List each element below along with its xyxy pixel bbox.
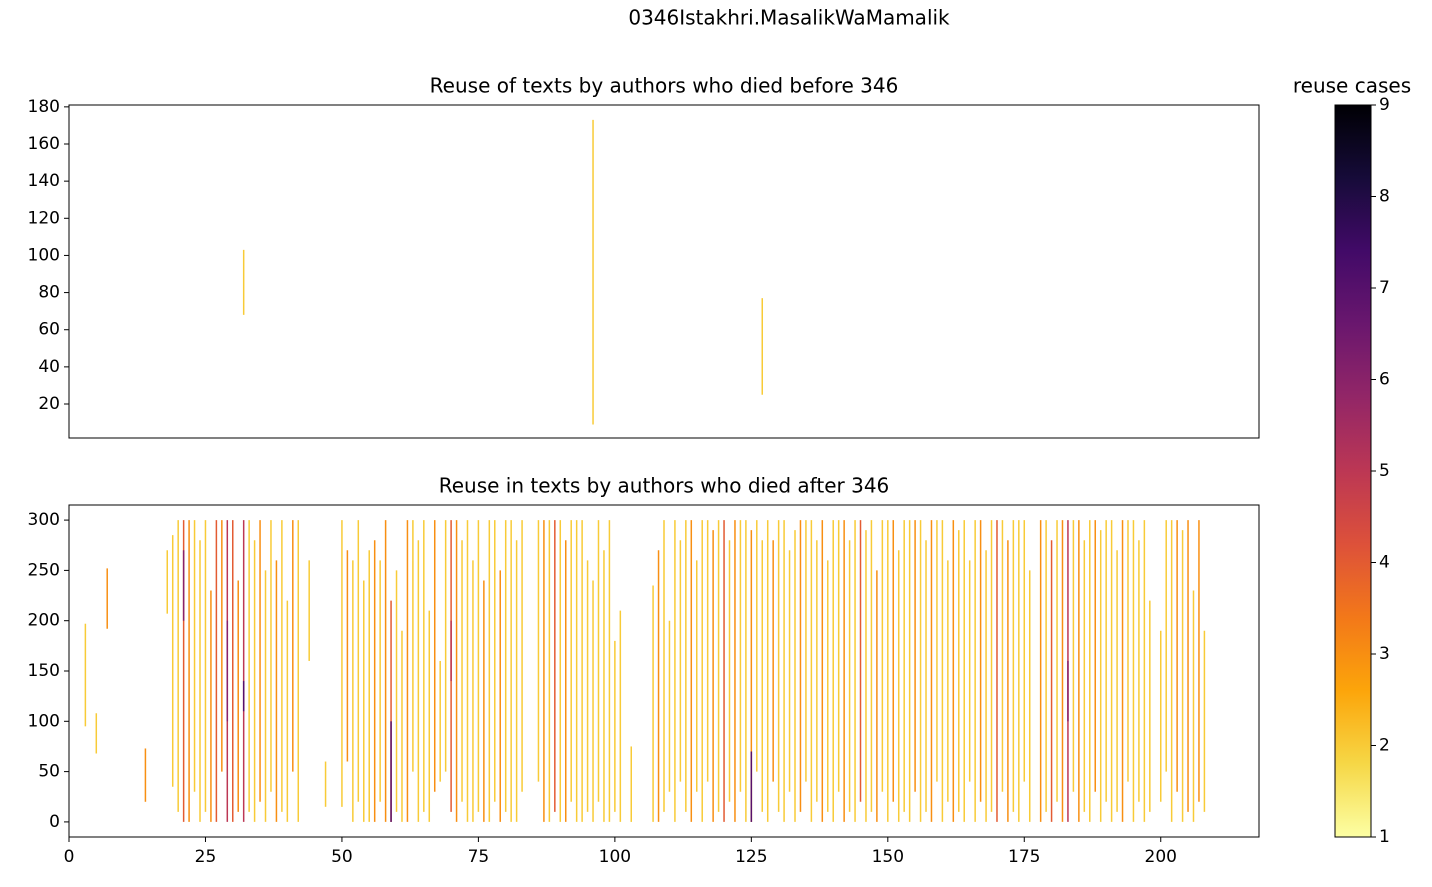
x-tick-label: 50 — [331, 847, 353, 867]
y-tick-label: 250 — [28, 560, 60, 580]
axes-frame — [68, 104, 1260, 439]
x-tick-label: 0 — [64, 847, 75, 867]
y-tick-label: 300 — [28, 510, 60, 530]
y-tick-label: 80 — [38, 283, 60, 303]
y-tick-label: 160 — [28, 134, 60, 154]
colorbar-tick-label: 5 — [1379, 461, 1390, 481]
y-tick-label: 50 — [38, 762, 60, 782]
y-tick-label: 150 — [28, 661, 60, 681]
colorbar-tick-label: 8 — [1379, 187, 1390, 207]
colorbar-tick-label: 1 — [1379, 827, 1390, 847]
y-tick-label: 20 — [38, 394, 60, 414]
x-tick-label: 75 — [468, 847, 490, 867]
colorbar-tick-label: 7 — [1379, 278, 1390, 298]
y-tick-label: 0 — [49, 812, 60, 832]
y-tick-label: 120 — [28, 208, 60, 228]
figure-title: 0346Istakhri.MasalikWaMamalik — [628, 6, 950, 30]
x-tick-label: 125 — [735, 847, 767, 867]
colorbar-tick-label: 2 — [1379, 736, 1390, 756]
colorbar-tick-label: 9 — [1379, 95, 1390, 115]
y-tick-label: 100 — [28, 245, 60, 265]
y-tick-label: 140 — [28, 171, 60, 191]
colorbar-tick-label: 4 — [1379, 553, 1390, 573]
y-tick-label: 180 — [28, 97, 60, 117]
x-tick-label: 175 — [1008, 847, 1040, 867]
colorbar-tick-label: 3 — [1379, 644, 1390, 664]
x-tick-label: 200 — [1145, 847, 1177, 867]
colorbar — [1334, 104, 1372, 838]
y-tick-label: 40 — [38, 357, 60, 377]
y-tick-label: 200 — [28, 611, 60, 631]
axes-title: Reuse of texts by authors who died befor… — [430, 74, 899, 98]
axes-title: Reuse in texts by authors who died after… — [439, 474, 890, 498]
colorbar-tick-label: 6 — [1379, 370, 1390, 390]
y-tick-label: 100 — [28, 711, 60, 731]
x-tick-label: 25 — [195, 847, 217, 867]
colorbar-label: reuse cases — [1293, 74, 1411, 98]
y-tick-label: 60 — [38, 320, 60, 340]
x-tick-label: 100 — [599, 847, 631, 867]
x-tick-label: 150 — [872, 847, 904, 867]
